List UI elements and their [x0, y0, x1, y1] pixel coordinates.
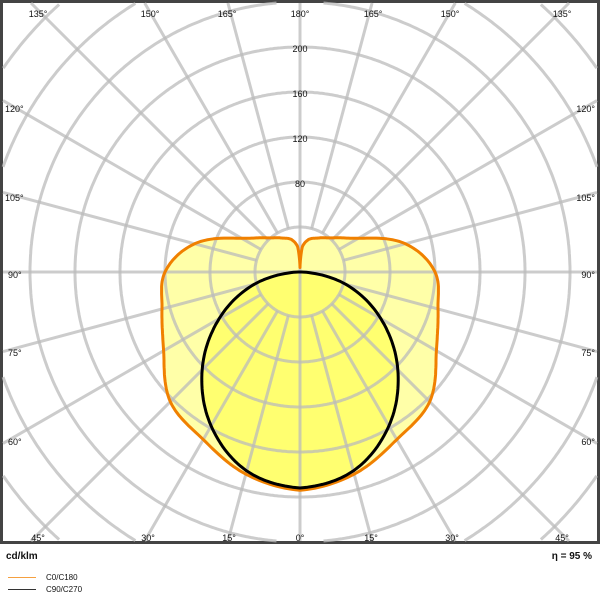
radial-tick-label: 120 [292, 134, 307, 144]
grid-spoke [330, 302, 571, 543]
grid-spoke [321, 2, 457, 234]
angle-label: 30° [141, 533, 155, 543]
angle-label: 90° [581, 270, 595, 280]
angle-label: 75° [581, 348, 595, 358]
angle-label: 30° [445, 533, 459, 543]
grid-spoke [143, 2, 279, 234]
legend-item-c90-c270: C90/C270 [8, 585, 82, 594]
angle-label: 105° [576, 193, 595, 203]
angle-label: 60° [581, 437, 595, 447]
series-line-c90-c270 [200, 270, 400, 490]
angle-label: 150° [141, 9, 160, 19]
angle-label: 0° [296, 533, 305, 543]
angle-label: 60° [8, 437, 22, 447]
angle-label: 180° [291, 9, 310, 19]
radial-tick-label: 80 [295, 179, 305, 189]
efficiency-label: η = 95 % [551, 551, 592, 562]
grid-spoke [2, 99, 262, 251]
grid-spoke [29, 302, 270, 543]
grid-spoke [2, 282, 257, 354]
angle-label: 90° [8, 270, 22, 280]
radial-tick-label: 160 [292, 89, 307, 99]
grid-spoke [343, 282, 598, 354]
angle-label: 45° [555, 533, 569, 543]
legend-swatch [8, 577, 36, 578]
angle-label: 135° [553, 9, 572, 19]
angle-label: 150° [441, 9, 460, 19]
legend-label: C0/C180 [46, 573, 78, 582]
grid-spoke [343, 190, 598, 262]
grid-spoke [330, 1, 571, 242]
angle-label: 165° [364, 9, 383, 19]
grid-spoke [338, 99, 598, 251]
grid-spoke [29, 1, 270, 242]
polar-chart: 135° 150° 165° 180° 165° 150° 135° 120° … [0, 0, 600, 544]
grid-spoke [226, 315, 290, 542]
legend-swatch [8, 589, 36, 590]
grid-ring [2, 3, 598, 541]
grid-spoke [310, 2, 374, 229]
grid-spoke [310, 315, 374, 542]
angle-label: 120° [576, 104, 595, 114]
angle-label: 75° [8, 348, 22, 358]
angle-label: 15° [364, 533, 378, 543]
angle-label: 15° [222, 533, 236, 543]
unit-label: cd/klm [6, 551, 38, 562]
angle-label: 45° [31, 533, 45, 543]
angle-label: 105° [5, 193, 24, 203]
angle-label: 120° [5, 104, 24, 114]
legend-label: C90/C270 [46, 585, 83, 594]
legend-item-c0-c180: C0/C180 [8, 573, 78, 582]
grid-spoke [2, 190, 257, 262]
grid-ring [1, 2, 599, 542]
radial-tick-label: 200 [292, 44, 307, 54]
angle-label: 135° [29, 9, 48, 19]
grid-spoke [226, 2, 290, 229]
series-line-c0-c180 [160, 236, 440, 492]
angle-label: 165° [218, 9, 237, 19]
